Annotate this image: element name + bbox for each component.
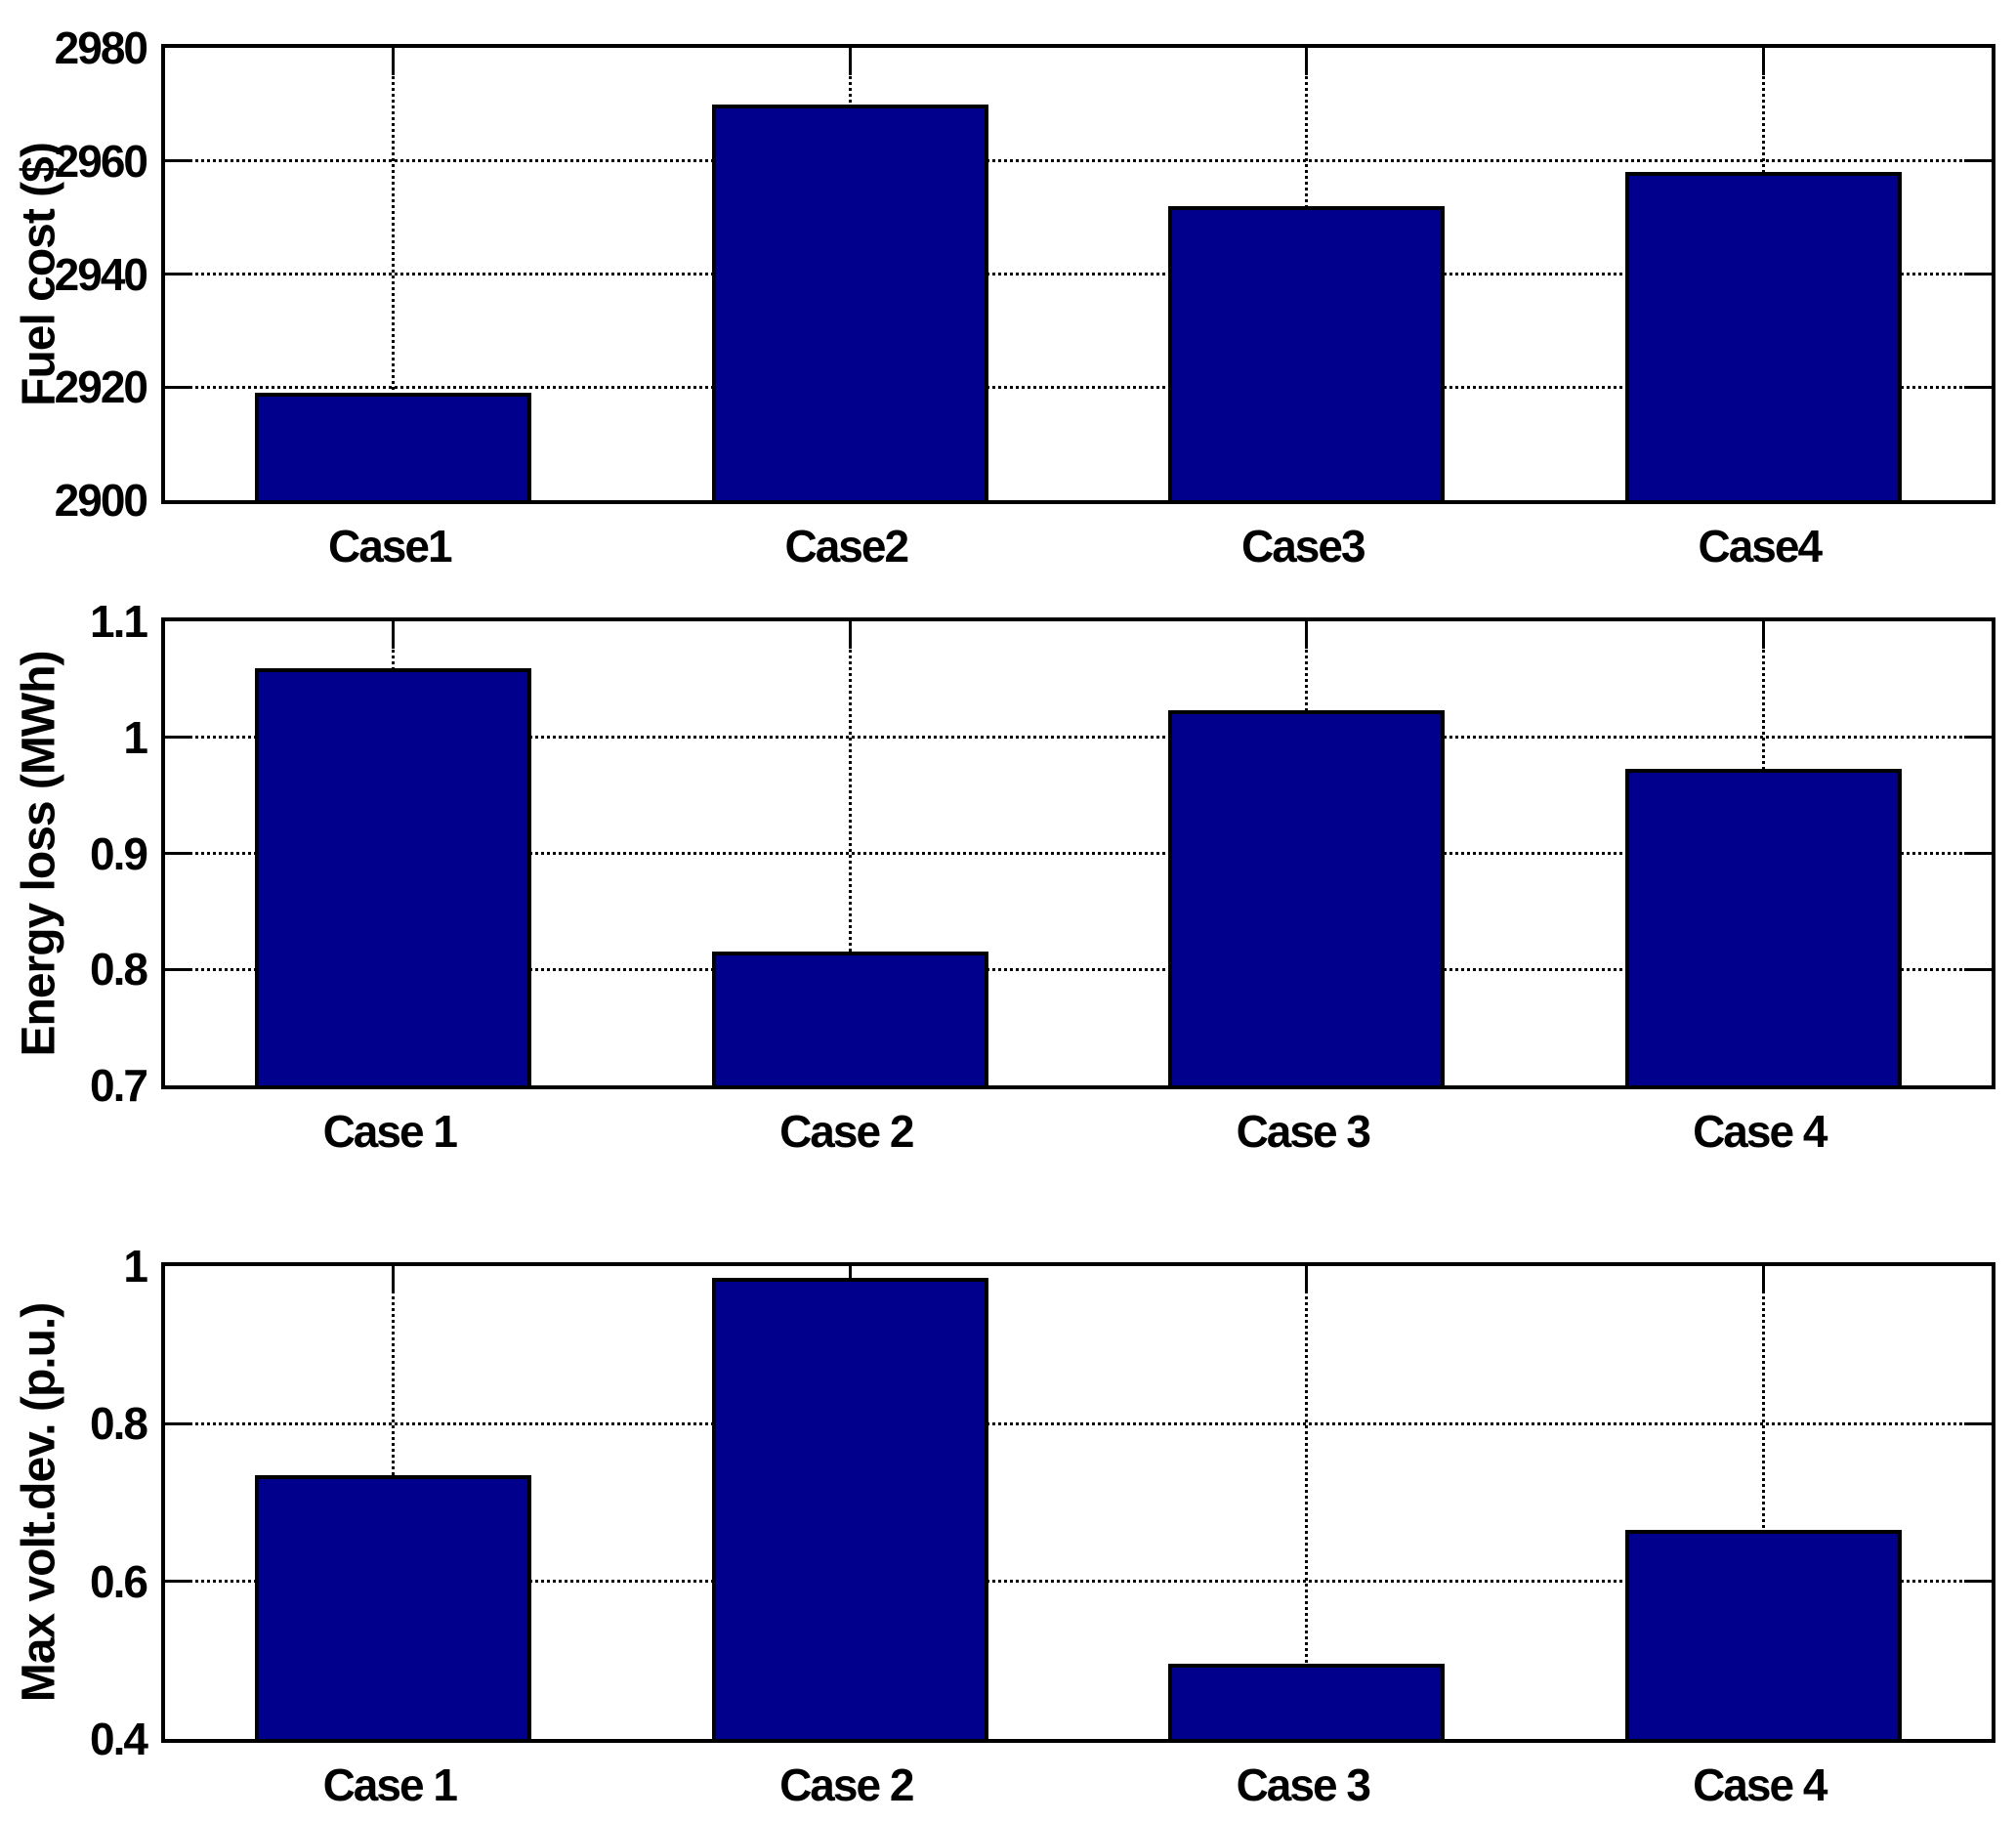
x-tick-mark	[1305, 621, 1309, 649]
y-axis-label: Max volt.dev. (p.u.)	[13, 1302, 65, 1703]
horizontal-gridline	[165, 967, 1992, 971]
subplot-max-volt-dev: Max volt.dev. (p.u.) 0.4 0.6 0.8 1 Case 1 Cas…	[0, 1243, 2016, 1822]
x-tick-mark	[848, 621, 852, 649]
y-tick-mark	[1964, 385, 1992, 389]
x-tick-label: Case 3	[1236, 1759, 1371, 1810]
y-tick-mark	[165, 273, 192, 275]
y-tick-label: 2940	[54, 248, 148, 300]
y-tick-label: 0.7	[90, 1060, 148, 1111]
y-tick-mark	[1964, 967, 1992, 971]
horizontal-gridline	[165, 1421, 1992, 1425]
subplot-fuel-cost: Fuel cost ($) 2900 2920 2940 2960 2980 Case1 C…	[0, 24, 2016, 630]
bar-case1	[255, 393, 532, 500]
y-tick-label: 1.1	[90, 596, 148, 647]
x-tick-label: Case1	[327, 521, 453, 572]
y-tick-label: 2960	[54, 135, 148, 187]
y-tick-mark	[165, 852, 192, 855]
horizontal-gridline	[165, 1580, 1992, 1584]
x-tick-label: Case4	[1698, 521, 1823, 572]
bar-case-1	[255, 667, 532, 1085]
horizontal-gridline	[165, 385, 1992, 389]
y-tick-label: 0.8	[90, 1398, 148, 1450]
x-tick-mark	[392, 621, 396, 649]
horizontal-gridline	[165, 852, 1992, 855]
y-tick-label: 1	[123, 711, 148, 763]
x-tick-label: Case 1	[322, 1106, 458, 1157]
x-tick-mark	[392, 1266, 396, 1293]
x-tick-mark	[392, 48, 396, 75]
x-tick-label: Case 4	[1693, 1759, 1827, 1810]
horizontal-gridline	[165, 736, 1992, 740]
plot-area	[161, 617, 1995, 1089]
y-tick-label: 0.6	[90, 1555, 148, 1607]
y-tick-mark	[1964, 159, 1992, 163]
bar-case-3	[1168, 710, 1446, 1085]
y-tick-mark	[165, 736, 192, 740]
vertical-gridline	[1305, 1266, 1309, 1739]
subplot-energy-loss: Energy loss (MWh) 0.7 0.8 0.9 1 1.1 Case 1 Cas…	[0, 598, 2016, 1223]
bar-case-2	[711, 1278, 988, 1739]
y-tick-mark	[1964, 852, 1992, 855]
y-tick-label: 0.8	[90, 944, 148, 996]
x-tick-label: Case 2	[779, 1106, 914, 1157]
bar-case-1	[255, 1474, 532, 1739]
plot-area	[161, 44, 1995, 504]
bar-case4	[1624, 172, 1902, 500]
bar-case-2	[711, 952, 988, 1085]
y-tick-label: 2980	[54, 22, 148, 73]
y-tick-mark	[165, 159, 192, 163]
x-tick-label: Case3	[1240, 521, 1366, 572]
y-tick-label: 2920	[54, 361, 148, 413]
y-tick-label: 2900	[54, 475, 148, 526]
y-tick-mark	[1964, 273, 1992, 275]
y-tick-mark	[1964, 1421, 1992, 1425]
x-tick-label: Case 4	[1693, 1106, 1827, 1157]
y-tick-mark	[1964, 1580, 1992, 1584]
horizontal-gridline	[165, 273, 1992, 275]
bar-case-4	[1624, 768, 1902, 1085]
y-tick-mark	[165, 1580, 192, 1584]
x-tick-mark	[1761, 1266, 1765, 1293]
bar-case3	[1168, 206, 1446, 500]
x-tick-mark	[1761, 621, 1765, 649]
y-tick-mark	[165, 1421, 192, 1425]
y-tick-label: 0.9	[90, 827, 148, 879]
x-tick-label: Case 1	[322, 1759, 458, 1810]
x-tick-mark	[1761, 48, 1765, 75]
bar-case-3	[1168, 1664, 1446, 1739]
x-tick-label: Case 3	[1236, 1106, 1371, 1157]
y-tick-mark	[165, 967, 192, 971]
x-tick-mark	[1305, 1266, 1309, 1293]
vertical-gridline	[1761, 1266, 1765, 1739]
y-tick-mark	[1964, 736, 1992, 740]
plot-area	[161, 1262, 1995, 1743]
bar-case-4	[1624, 1530, 1902, 1739]
y-tick-mark	[165, 385, 192, 389]
y-tick-label: 0.4	[90, 1714, 148, 1764]
horizontal-gridline	[165, 159, 1992, 163]
x-tick-mark	[848, 48, 852, 75]
x-tick-label: Case 2	[779, 1759, 914, 1810]
x-tick-label: Case2	[784, 521, 909, 572]
y-tick-label: 1	[123, 1241, 148, 1292]
bar-case2	[711, 104, 988, 500]
y-axis-label-wrap: Max volt.dev. (p.u.)	[4, 1262, 74, 1743]
x-tick-mark	[1305, 48, 1309, 75]
